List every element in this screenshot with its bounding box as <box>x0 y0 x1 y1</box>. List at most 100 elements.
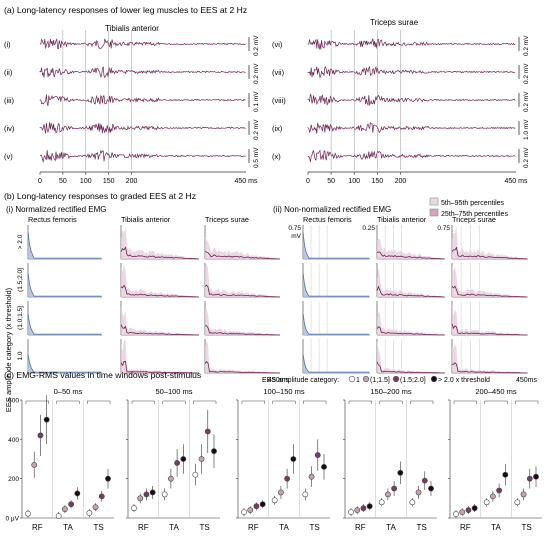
panel-a-right-traces: (vi) 0.2 mV (vii) 0.2 mV (viii) 0.2 mV (ix) 1.0… <box>272 30 530 185</box>
muscle-label: RF <box>32 523 43 532</box>
x-end-label: 450 ms <box>235 178 258 185</box>
median-line <box>451 362 528 374</box>
mean-marker <box>149 489 156 496</box>
percentile-band <box>121 339 199 373</box>
mean-marker <box>348 509 354 515</box>
mean-marker <box>415 489 422 496</box>
mean-marker <box>428 485 434 492</box>
scale-bar-label: 0.5 mV <box>253 147 260 168</box>
panel-a-left-muscle: Tibialis anterior <box>105 24 159 33</box>
mean-marker <box>421 477 428 484</box>
median-line <box>302 354 369 373</box>
window-label: 150–200 ms <box>370 387 412 396</box>
trace-label: (vii) <box>272 68 285 77</box>
emg-trace <box>39 38 246 50</box>
panel-b-legend-outer: 5th–95th percentiles <box>441 200 505 207</box>
trace-label: (v) <box>4 152 13 161</box>
percentile-band <box>377 267 445 297</box>
muscle-label: RF <box>138 523 149 532</box>
significance-bracket <box>162 400 186 404</box>
percentile-band <box>28 229 102 259</box>
median-line <box>302 272 369 297</box>
mean-marker <box>514 499 521 506</box>
percentile-band <box>205 340 280 373</box>
median-line <box>27 231 102 259</box>
row-label: > 2.0 <box>17 234 24 249</box>
median-line <box>120 360 199 374</box>
panel-b-column-title: Rectus femoris <box>303 215 352 224</box>
mean-marker <box>192 471 199 478</box>
y-tick-label: 0 μV <box>5 516 19 523</box>
legend-label: (1;1.5] <box>370 377 390 384</box>
mean-marker <box>25 510 31 517</box>
median-line <box>120 246 200 260</box>
mean-marker <box>211 448 217 455</box>
mean-marker <box>453 511 459 517</box>
trace-label: (vi) <box>272 40 283 49</box>
mean-marker <box>277 489 284 496</box>
trace-label: (x) <box>272 152 281 161</box>
mean-marker <box>384 491 391 498</box>
significance-bracket <box>410 400 434 404</box>
x-end-label: 450ms <box>516 377 538 384</box>
mean-marker <box>247 507 254 514</box>
median-line <box>376 251 445 260</box>
percentile-band <box>452 266 528 297</box>
panel-b-grid: Rectus femoris > 2.0 (1.5;2.0] (1.0;1.5] 1.0… <box>17 215 538 384</box>
mean-marker <box>378 499 385 506</box>
median-line <box>451 323 528 336</box>
x-tick-label: 150 <box>371 178 383 185</box>
mean-marker <box>174 460 181 466</box>
y-scale-label: 0.25 <box>362 225 375 232</box>
x-tick-label: 200 <box>126 178 138 185</box>
row-label: (1.5;2.0] <box>17 268 24 292</box>
window-label: 200–450 ms <box>475 387 517 396</box>
percentile-band <box>121 263 199 297</box>
window-label: 100–150 ms <box>263 387 305 396</box>
trace-label: (i) <box>4 40 11 49</box>
median-line <box>204 325 281 336</box>
median-line <box>204 284 281 298</box>
mean-marker <box>302 491 309 498</box>
mean-marker <box>253 503 260 510</box>
percentile-band <box>452 303 528 335</box>
x-tick-label: 100 <box>80 178 92 185</box>
x-tick-label: 200 <box>395 178 407 185</box>
scale-bar-label: 0.2 mV <box>253 119 260 140</box>
legend-marker <box>348 375 356 383</box>
mean-marker <box>533 473 539 480</box>
median-line <box>27 272 102 297</box>
emg-trace <box>307 149 516 162</box>
median-line <box>120 324 199 336</box>
mean-marker <box>314 452 321 458</box>
scale-bar-label: 0.2 mV <box>523 91 530 112</box>
significance-bracket <box>348 400 372 404</box>
mean-marker <box>308 473 315 480</box>
mean-marker <box>180 456 187 462</box>
muscle-label: TA <box>491 523 501 532</box>
panel-c-plots: 0–50 ms 0 μV 200 400 600 RF TA TS 50–100 ms RF TA T… <box>5 387 542 532</box>
significance-bracket <box>515 400 539 404</box>
muscle-label: TA <box>386 523 396 532</box>
x-tick-label: 0 <box>38 178 42 185</box>
median-line <box>120 284 200 298</box>
significance-bracket <box>272 400 296 404</box>
scale-bar-label: 0.2 mV <box>523 147 530 168</box>
significance-bracket <box>25 400 49 404</box>
mean-marker <box>489 493 496 500</box>
legend-marker <box>362 375 370 383</box>
muscle-label: TS <box>417 523 427 532</box>
x-end-label: 450 ms <box>505 178 528 185</box>
mean-marker <box>241 509 247 515</box>
scale-bar-label: 0.2 mV <box>523 35 530 56</box>
emg-trace <box>307 65 516 79</box>
mean-marker <box>471 505 478 512</box>
percentile-band <box>377 340 445 373</box>
panel-b-column-title: Rectus femoris <box>28 215 77 224</box>
panel-a-title: (a) Long-latency responses of lower leg … <box>4 5 247 15</box>
mean-marker <box>167 475 174 482</box>
x-tick-label: 50 <box>59 178 67 185</box>
legend-label: (1.5;2.0] <box>400 377 426 384</box>
